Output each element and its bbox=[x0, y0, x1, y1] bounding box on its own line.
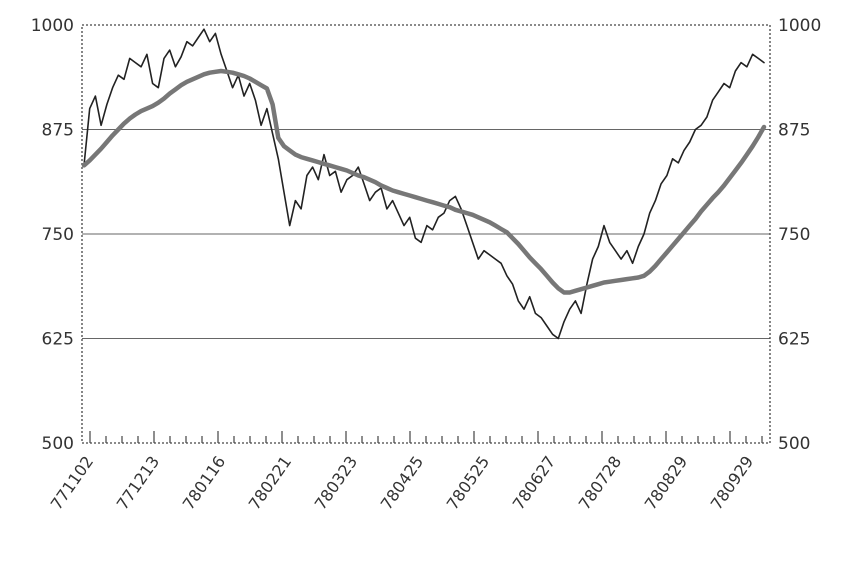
x-tick-label: 771102 bbox=[47, 452, 98, 513]
y-tick-label: 625 bbox=[42, 330, 74, 350]
x-axis-ticks bbox=[89, 431, 763, 443]
x-tick-label: 780627 bbox=[509, 452, 560, 513]
y-tick-label: 1000 bbox=[31, 16, 74, 36]
series-line-moving-average bbox=[81, 68, 767, 295]
y2-tick-label: 500 bbox=[778, 434, 810, 454]
x-tick-label: 780221 bbox=[245, 452, 296, 513]
x-tick-label: 780728 bbox=[575, 452, 626, 513]
y2-tick-label: 1000 bbox=[778, 16, 821, 36]
y-axis-tick-labels: 500 625 750 875 1000 bbox=[31, 16, 74, 454]
y2-tick-label: 875 bbox=[778, 121, 810, 141]
series-layer bbox=[81, 28, 767, 340]
x-tick-label: 780425 bbox=[377, 452, 428, 513]
x-tick-label: 780323 bbox=[311, 452, 362, 513]
y-tick-label: 500 bbox=[42, 434, 74, 454]
x-tick-label: 780829 bbox=[641, 452, 692, 513]
y-tick-label: 875 bbox=[42, 121, 74, 141]
y2-axis-tick-labels: 500 625 750 875 1000 bbox=[778, 16, 821, 454]
x-tick-label: 780116 bbox=[179, 452, 230, 513]
series-line-daily bbox=[83, 28, 765, 340]
y2-tick-label: 625 bbox=[778, 330, 810, 350]
grid-lines bbox=[82, 129, 770, 339]
x-tick-label: 780525 bbox=[443, 452, 494, 513]
x-axis-tick-labels: 771102 771213 780116 780221 780323 780425 7805… bbox=[47, 452, 758, 513]
y2-tick-label: 750 bbox=[778, 225, 810, 245]
x-tick-label: 780929 bbox=[707, 452, 758, 513]
y-tick-label: 750 bbox=[42, 225, 74, 245]
x-tick-label: 771213 bbox=[113, 452, 164, 513]
